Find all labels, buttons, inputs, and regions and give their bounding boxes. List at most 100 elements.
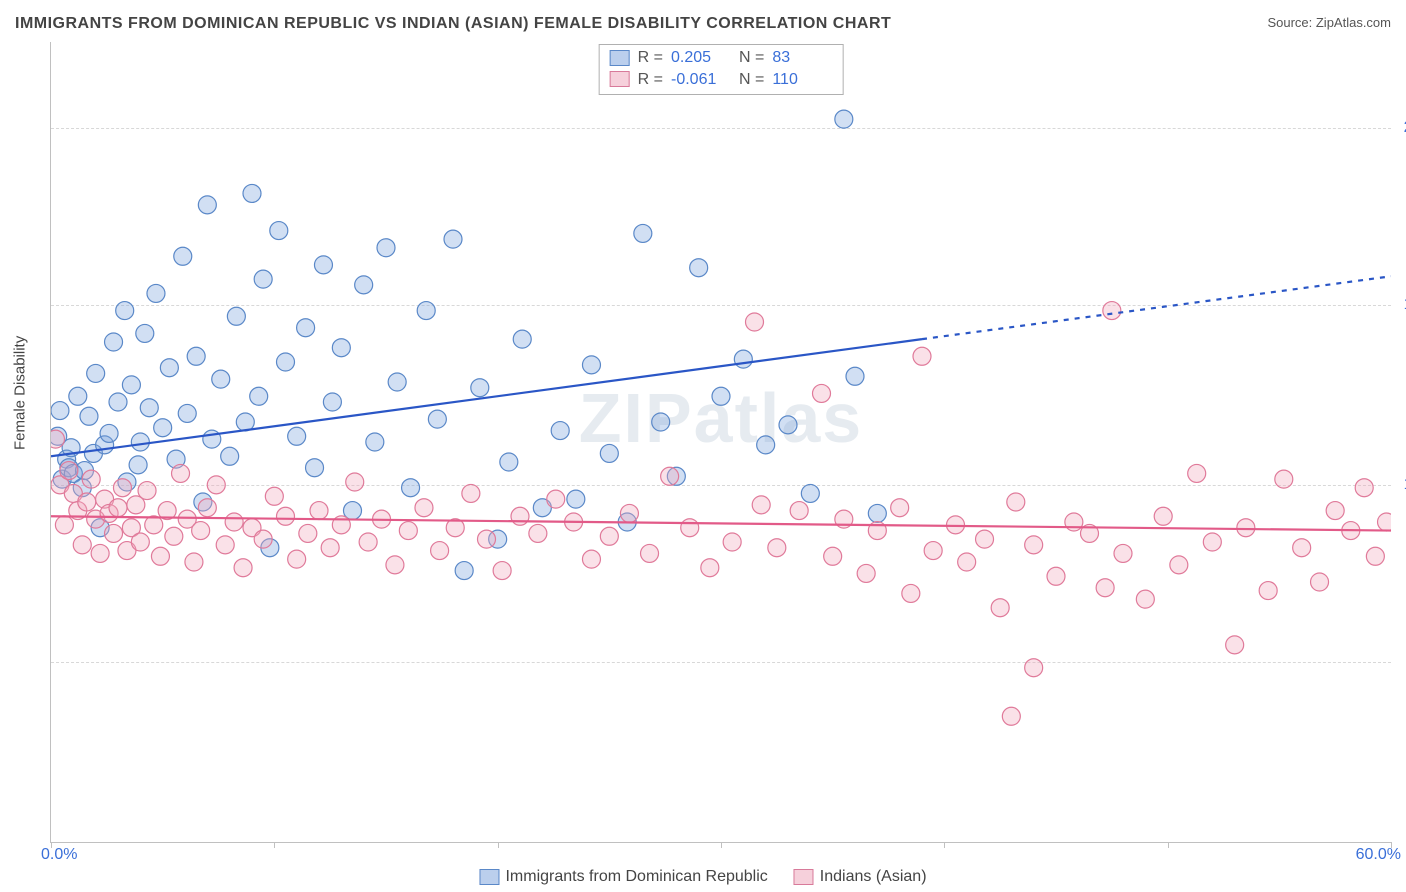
data-point (109, 499, 127, 517)
data-point (198, 196, 216, 214)
data-point (681, 519, 699, 537)
legend-row-0: R = 0.205 N = 83 (610, 47, 833, 69)
data-point (160, 359, 178, 377)
data-point (172, 464, 190, 482)
data-point (712, 387, 730, 405)
data-point (243, 184, 261, 202)
data-point (641, 544, 659, 562)
data-point (270, 222, 288, 240)
data-point (582, 550, 600, 568)
data-point (250, 387, 268, 405)
data-point (207, 476, 225, 494)
data-point (212, 370, 230, 388)
data-point (221, 447, 239, 465)
data-point (366, 433, 384, 451)
data-point (768, 539, 786, 557)
data-point (51, 402, 69, 420)
data-point (723, 533, 741, 551)
data-point (151, 547, 169, 565)
swatch-series-0-icon (610, 50, 630, 66)
legend-row-1: R = -0.061 N = 110 (610, 69, 833, 91)
data-point (547, 490, 565, 508)
data-point (1293, 539, 1311, 557)
data-point (1170, 556, 1188, 574)
x-tick-mark (274, 842, 275, 848)
data-point (306, 459, 324, 477)
y-axis-label: Female Disability (12, 336, 29, 450)
data-point (835, 110, 853, 128)
data-point (801, 484, 819, 502)
data-point (55, 516, 73, 534)
data-point (478, 530, 496, 548)
data-point (582, 356, 600, 374)
data-point (288, 427, 306, 445)
data-point (131, 433, 149, 451)
data-point (493, 562, 511, 580)
data-point (60, 462, 78, 480)
data-point (314, 256, 332, 274)
data-point (109, 393, 127, 411)
chart-container: IMMIGRANTS FROM DOMINICAN REPUBLIC VS IN… (0, 0, 1406, 892)
data-point (455, 562, 473, 580)
data-point (80, 407, 98, 425)
x-tick-max: 60.0% (1356, 846, 1401, 864)
data-point (1203, 533, 1221, 551)
data-point (924, 542, 942, 560)
data-point (1188, 464, 1206, 482)
data-point (145, 516, 163, 534)
data-point (868, 504, 886, 522)
data-point (1226, 636, 1244, 654)
data-point (551, 422, 569, 440)
data-point (105, 524, 123, 542)
data-point (600, 527, 618, 545)
data-point (1366, 547, 1384, 565)
data-point (1275, 470, 1293, 488)
source-label: Source: (1267, 15, 1315, 30)
data-point (185, 553, 203, 571)
data-point (417, 302, 435, 320)
data-point (431, 542, 449, 560)
data-point (1136, 590, 1154, 608)
data-point (567, 490, 585, 508)
data-point (69, 387, 87, 405)
data-point (359, 533, 377, 551)
data-point (428, 410, 446, 428)
data-point (105, 333, 123, 351)
x-tick-mark (1391, 842, 1392, 848)
data-point (757, 436, 775, 454)
data-point (1007, 493, 1025, 511)
data-point (902, 584, 920, 602)
data-point (178, 404, 196, 422)
data-point (174, 247, 192, 265)
data-point (129, 456, 147, 474)
source-link[interactable]: ZipAtlas.com (1316, 15, 1391, 30)
data-point (462, 484, 480, 502)
data-point (277, 353, 295, 371)
data-point (386, 556, 404, 574)
data-point (138, 482, 156, 500)
data-point (399, 522, 417, 540)
data-point (254, 270, 272, 288)
data-point (402, 479, 420, 497)
data-point (444, 230, 462, 248)
x-tick-mark (944, 842, 945, 848)
plot-area: ZIPatlas 6.3%12.5%18.8%25.0% R = 0.205 N… (50, 42, 1391, 843)
data-point (846, 367, 864, 385)
legend-swatch-0-icon (479, 869, 499, 885)
data-point (991, 599, 1009, 617)
data-point (265, 487, 283, 505)
data-point (78, 493, 96, 511)
trend-line-extension (922, 276, 1391, 339)
data-point (701, 559, 719, 577)
data-point (299, 524, 317, 542)
data-point (471, 379, 489, 397)
legend-label-0: Immigrants from Dominican Republic (505, 868, 767, 886)
n-value-1: 110 (772, 69, 832, 91)
data-point (779, 416, 797, 434)
data-point (131, 533, 149, 551)
data-point (122, 376, 140, 394)
data-point (500, 453, 518, 471)
source-attribution: Source: ZipAtlas.com (1267, 15, 1391, 30)
data-point (790, 502, 808, 520)
data-point (734, 350, 752, 368)
